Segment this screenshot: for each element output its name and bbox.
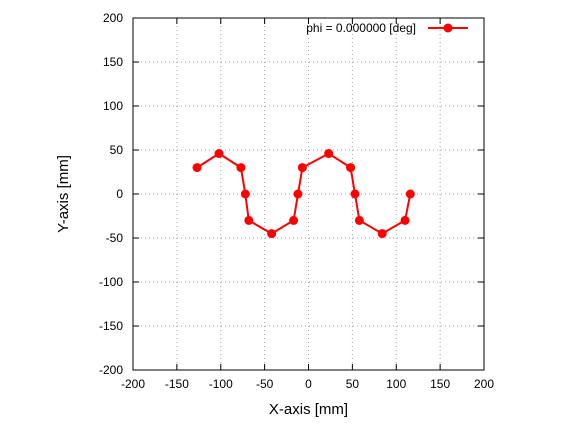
data-point bbox=[192, 163, 202, 173]
data-point bbox=[297, 163, 307, 173]
x-tick-label: 50 bbox=[346, 377, 360, 391]
x-tick-label: 150 bbox=[430, 377, 450, 391]
legend-label: phi = 0.000000 [deg] bbox=[306, 21, 416, 35]
x-tick-label: -150 bbox=[165, 377, 189, 391]
y-tick-label: 0 bbox=[116, 187, 123, 201]
data-point bbox=[214, 149, 224, 159]
data-point bbox=[236, 163, 246, 173]
data-point bbox=[293, 189, 303, 199]
x-tick-label: 100 bbox=[386, 377, 406, 391]
series bbox=[192, 149, 415, 239]
series-line bbox=[196, 152, 412, 235]
y-axis-title: Y-axis [mm] bbox=[55, 155, 72, 233]
y-tick-label: -100 bbox=[99, 275, 123, 289]
ticks bbox=[132, 17, 485, 371]
y-tick-label: 200 bbox=[103, 11, 123, 25]
legend: phi = 0.000000 [deg] bbox=[306, 21, 468, 35]
data-point bbox=[346, 163, 356, 173]
tick-labels: -200 -150 -100 -50 0 50 100 150 200 -200 -150 -100 -… bbox=[99, 11, 494, 391]
y-tick-label: -200 bbox=[99, 363, 123, 377]
grid bbox=[133, 18, 484, 370]
x-tick-label: 0 bbox=[305, 377, 312, 391]
y-tick-label: 50 bbox=[110, 143, 124, 157]
y-tick-label: 100 bbox=[103, 99, 123, 113]
x-tick-label: -200 bbox=[121, 377, 145, 391]
y-tick-label: -50 bbox=[106, 231, 124, 245]
data-point bbox=[244, 215, 254, 225]
data-point bbox=[354, 215, 364, 225]
y-tick-label: 150 bbox=[103, 55, 123, 69]
data-point bbox=[289, 215, 299, 225]
x-axis-title: X-axis [mm] bbox=[269, 401, 348, 418]
data-point bbox=[240, 189, 250, 199]
data-point bbox=[400, 215, 410, 225]
data-point bbox=[405, 189, 415, 199]
y-tick-label: -150 bbox=[99, 319, 123, 333]
x-tick-label: 200 bbox=[474, 377, 494, 391]
legend-marker bbox=[443, 23, 453, 33]
x-tick-label: -100 bbox=[209, 377, 233, 391]
data-point bbox=[350, 189, 360, 199]
data-point bbox=[377, 229, 387, 239]
data-point bbox=[324, 149, 334, 159]
x-tick-label: -50 bbox=[256, 377, 274, 391]
data-point bbox=[267, 229, 277, 239]
